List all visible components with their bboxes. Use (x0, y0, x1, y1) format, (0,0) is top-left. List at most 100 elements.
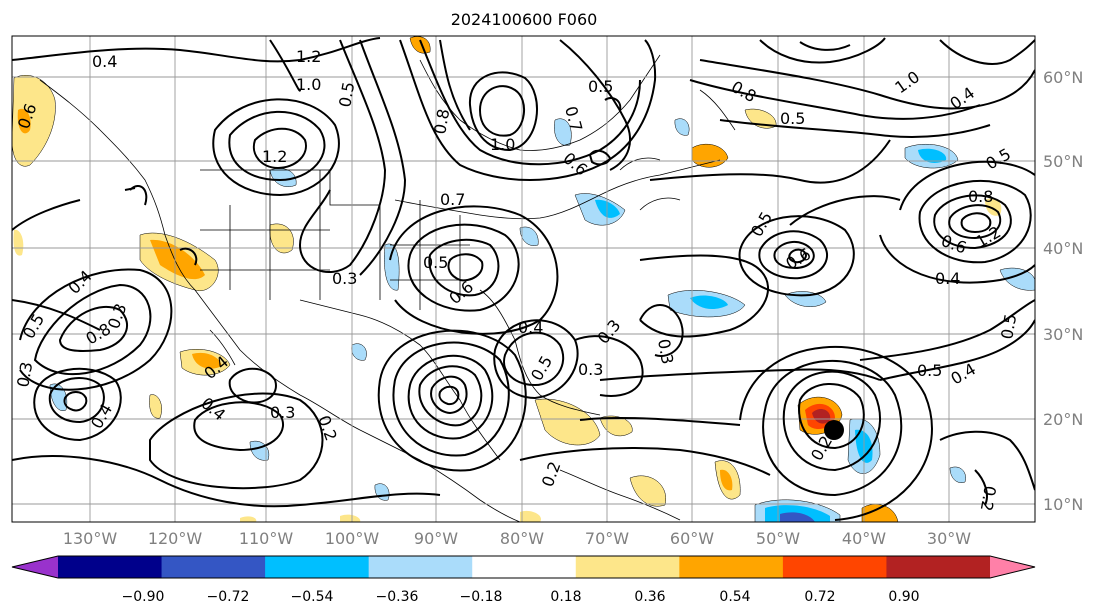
lat-tick-label: 10°N (1043, 495, 1083, 514)
contour-line (12, 199, 81, 231)
contour-line (478, 85, 526, 137)
lon-tick-label: 90°W (414, 529, 458, 548)
contour-line (649, 139, 891, 184)
lon-tick-label: 110°W (239, 529, 294, 548)
contour-label: 0.8 (430, 107, 453, 135)
contour-line (359, 39, 407, 276)
latitude-labels: 60°N 50°N 40°N 30°N 20°N 10°N (1043, 68, 1083, 514)
contour-line (699, 59, 1035, 110)
contour-label: 1.0 (490, 135, 515, 154)
contour-line (939, 39, 1035, 65)
positive-anomaly-area (691, 143, 729, 168)
colorbar-tick-label: 0.36 (634, 589, 665, 605)
contour-line (604, 97, 622, 111)
positive-anomaly-area (720, 469, 733, 491)
colorbar-tick-label: −0.72 (207, 589, 250, 605)
contour-line (789, 195, 901, 226)
colorbar-segment (782, 556, 887, 578)
negative-anomaly-area (949, 466, 966, 483)
positive-anomaly-area (520, 510, 541, 522)
contour-line (799, 41, 851, 51)
contour-line (298, 39, 387, 274)
contour-line (588, 149, 612, 166)
lon-tick-label: 100°W (325, 529, 380, 548)
contour-line (788, 248, 808, 264)
positive-anomaly-area (409, 36, 431, 54)
positive-anomaly-area (812, 409, 831, 424)
colorbar-tick-label: −0.18 (460, 589, 503, 605)
positive-anomaly-area (12, 75, 56, 167)
contour-label: 0.7 (440, 190, 465, 209)
contour-line (758, 230, 829, 280)
contour-label: 0.5 (588, 77, 613, 96)
contour-label: 0.3 (654, 337, 677, 365)
contour-line (269, 39, 301, 92)
lat-tick-label: 60°N (1043, 68, 1083, 87)
contour-line (639, 304, 684, 357)
contour-line (12, 37, 381, 63)
contour-line (33, 283, 152, 376)
contour-line (493, 319, 579, 400)
positive-anomaly-area (861, 504, 899, 522)
colorbar-extend-min (12, 556, 58, 578)
contour-label: 0.2 (977, 484, 1000, 512)
contour-label: 0.5 (335, 80, 358, 108)
colorbar-segment (161, 556, 266, 578)
colorbar-segment (368, 556, 473, 578)
colorbar-outline (11, 555, 1036, 579)
colorbar-tick-label: −0.54 (291, 589, 334, 605)
negative-anomaly-area (780, 512, 815, 522)
contour-line (19, 268, 173, 391)
contour-label: 0.4 (92, 52, 117, 71)
map-title: 2024100600 F060 (450, 10, 598, 29)
colorbar-tick-label: 0.18 (550, 589, 581, 605)
lon-tick-label: 30°W (927, 529, 971, 548)
lon-tick-label: 40°W (842, 529, 886, 548)
contour-line (12, 299, 101, 331)
lon-tick-label: 120°W (148, 529, 203, 548)
colorbar-segment (886, 556, 991, 578)
positive-anomaly-area (269, 223, 294, 254)
contour-line (252, 127, 307, 170)
storm-center-marker (824, 420, 844, 440)
contour-line (960, 212, 992, 234)
contour-label: 0.5 (423, 253, 448, 272)
contour-line (939, 430, 1035, 491)
contour-line (579, 416, 741, 426)
contour-lines (12, 37, 1035, 521)
contour-line (974, 469, 988, 506)
lat-tick-label: 40°N (1043, 239, 1083, 258)
contour-label: 0.4 (518, 318, 543, 337)
contour-line (559, 39, 631, 171)
negative-anomaly-area (674, 118, 690, 136)
colorbar-ticks: −0.90 −0.72 −0.54 −0.36 −0.18 0.18 0.36 … (122, 589, 920, 605)
contour-line (933, 194, 1012, 250)
contour-line (58, 305, 129, 352)
contour-line (879, 234, 1035, 284)
contour-line (948, 204, 1002, 240)
contour-line (879, 319, 1035, 381)
negative-anomaly-area (999, 267, 1035, 291)
positive-anomaly-area (534, 398, 601, 446)
colorbar-segment (58, 556, 163, 578)
contour-line (418, 365, 483, 427)
contour-line (193, 401, 285, 452)
contour-line (738, 215, 855, 297)
lon-tick-label: 70°W (585, 529, 629, 548)
lon-tick-label: 50°W (756, 529, 800, 548)
colorbar-tick-label: 0.72 (804, 589, 835, 605)
contour-label: 0.3 (13, 360, 36, 388)
contour-line (407, 223, 520, 312)
colorbar-segment (265, 556, 370, 578)
contour-line (782, 370, 881, 472)
negative-anomaly-area (918, 148, 947, 163)
contour-line (439, 39, 471, 131)
map-frame (11, 35, 1036, 523)
positive-anomaly-area (13, 229, 24, 256)
contour-line (759, 37, 886, 64)
colorbar-tick-label: −0.36 (376, 589, 419, 605)
contour-line (33, 367, 122, 442)
contour-label: 0.5 (917, 361, 942, 380)
contour-label: 0.3 (578, 360, 603, 379)
